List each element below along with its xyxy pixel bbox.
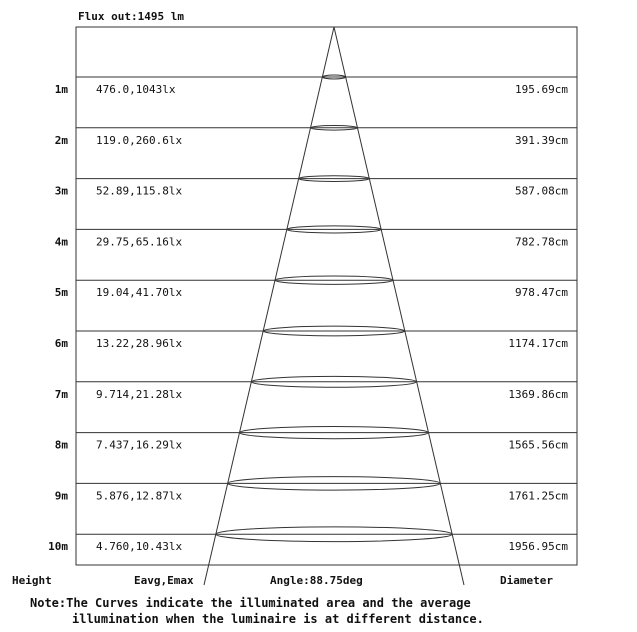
row-height-label: 10m: [48, 540, 68, 553]
illumination-ellipses: [215, 74, 453, 543]
row-illuminance-value: 29.75,65.16lx: [96, 235, 182, 248]
row-diameter-value: 1174.17cm: [508, 337, 568, 350]
height-axis-label: Height: [12, 574, 52, 587]
row-diameter-value: 1956.95cm: [508, 540, 568, 553]
note-line-1: Note:The Curves indicate the illuminated…: [30, 596, 471, 610]
row-lines: [76, 76, 577, 535]
diameter-axis-label: Diameter: [500, 574, 553, 587]
row-diameter-value: 195.69cm: [515, 83, 568, 96]
row-labels: 1m 476.0,1043lx 195.69cm 2m 119.0,260.6lx 391…: [48, 83, 568, 553]
illumination-ellipse: [310, 125, 358, 131]
table-frame: [75, 26, 578, 566]
row-diameter-value: 391.39cm: [515, 134, 568, 147]
angle-label: Angle:88.75deg: [270, 574, 363, 587]
illumination-ellipse: [215, 526, 453, 543]
illumination-ellipse: [262, 325, 406, 337]
row-illuminance-value: 19.04,41.70lx: [96, 286, 182, 299]
row-diameter-value: 587.08cm: [515, 185, 568, 198]
row-height-label: 6m: [55, 337, 69, 350]
illuminance-axis-label: Eavg,Emax: [134, 574, 194, 587]
row-diameter-value: 1369.86cm: [508, 388, 568, 401]
illumination-ellipse: [286, 225, 382, 234]
row-illuminance-value: 9.714,21.28lx: [96, 388, 182, 401]
row-height-label: 8m: [55, 439, 69, 452]
row-height-label: 3m: [55, 185, 69, 198]
row-illuminance-value: 4.760,10.43lx: [96, 540, 182, 553]
illumination-ellipse: [274, 275, 394, 285]
row-illuminance-value: 52.89,115.8lx: [96, 185, 182, 198]
row-illuminance-value: 5.876,12.87lx: [96, 489, 182, 502]
row-diameter-value: 978.47cm: [515, 286, 568, 299]
row-height-label: 5m: [55, 286, 69, 299]
light-cone: [203, 26, 465, 586]
row-height-label: 7m: [55, 388, 69, 401]
row-diameter-value: 1565.56cm: [508, 439, 568, 452]
illumination-ellipse: [298, 175, 370, 183]
row-height-label: 9m: [55, 489, 69, 502]
row-height-label: 1m: [55, 83, 69, 96]
row-diameter-value: 1761.25cm: [508, 489, 568, 502]
row-diameter-value: 782.78cm: [515, 235, 568, 248]
row-illuminance-value: 7.437,16.29lx: [96, 439, 182, 452]
flux-label: Flux out:1495 lm: [78, 10, 184, 23]
cone-left-edge: [203, 26, 335, 586]
illumination-ellipse: [250, 375, 418, 388]
cone-right-edge: [333, 26, 465, 586]
row-illuminance-value: 119.0,260.6lx: [96, 134, 182, 147]
note-line-2: illumination when the luminaire is at di…: [72, 612, 484, 626]
row-illuminance-value: 476.0,1043lx: [96, 83, 176, 96]
illumination-ellipse: [239, 426, 429, 440]
row-illuminance-value: 13.22,28.96lx: [96, 337, 182, 350]
row-height-label: 4m: [55, 235, 69, 248]
illumination-ellipse: [321, 74, 347, 80]
row-height-label: 2m: [55, 134, 69, 147]
illumination-ellipse: [227, 476, 441, 491]
